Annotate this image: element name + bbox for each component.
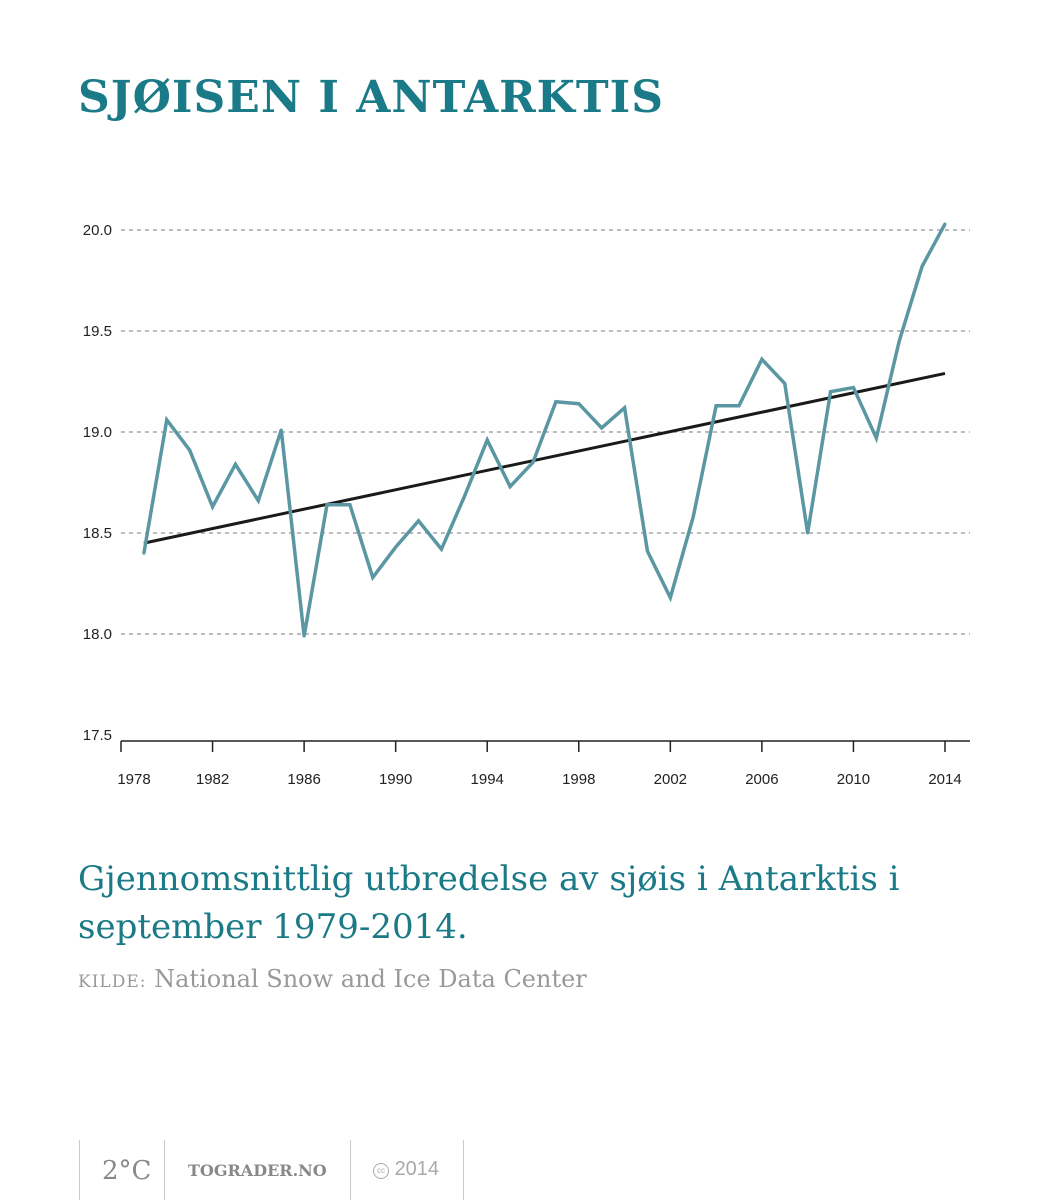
x-tick-label: 2014	[928, 771, 961, 788]
data-point	[645, 549, 649, 553]
data-point	[691, 515, 695, 519]
data-point	[371, 575, 375, 579]
x-tick-label: 1990	[379, 771, 412, 788]
site-link[interactable]: TOGRADER.NO	[188, 1161, 327, 1180]
data-point	[211, 505, 215, 509]
data-point	[508, 485, 512, 489]
data-point	[943, 222, 947, 226]
data-point	[165, 418, 169, 422]
x-tick-label: 2002	[654, 771, 687, 788]
y-tick-label: 19.0	[83, 424, 112, 441]
footer-divider	[350, 1140, 351, 1200]
data-point	[325, 503, 329, 507]
data-point	[806, 531, 810, 535]
data-point	[279, 428, 283, 432]
footer-divider	[164, 1140, 165, 1200]
chart-title: SJØISEN I ANTARKTIS	[78, 72, 664, 123]
source-text: National Snow and Ice Data Center	[154, 965, 587, 993]
data-point	[577, 402, 581, 406]
data-point	[142, 551, 146, 555]
copyright-year: 2014	[394, 1158, 440, 1180]
data-point	[394, 545, 398, 549]
data-point	[623, 406, 627, 410]
footer-divider	[79, 1140, 80, 1200]
data-point	[600, 426, 604, 430]
data-point	[439, 547, 443, 551]
x-tick-label: 1982	[196, 771, 229, 788]
data-point	[874, 436, 878, 440]
y-tick-label: 20.0	[83, 222, 112, 239]
data-point	[737, 404, 741, 408]
y-tick-label: 17.5	[83, 727, 112, 744]
data-point	[348, 503, 352, 507]
x-tick-label: 1986	[287, 771, 320, 788]
data-point	[783, 382, 787, 386]
x-tick-label: 2006	[745, 771, 778, 788]
data-point	[554, 400, 558, 404]
y-tick-label: 18.5	[83, 525, 112, 542]
x-tick-label: 1994	[471, 771, 504, 788]
data-point	[531, 460, 535, 464]
data-point	[417, 519, 421, 523]
trend-line	[143, 371, 946, 545]
data-point	[714, 404, 718, 408]
y-tick-label: 19.5	[83, 323, 112, 340]
footer-divider	[463, 1140, 464, 1200]
data-point	[668, 596, 672, 600]
data-point	[829, 390, 833, 394]
data-point	[462, 495, 466, 499]
cc-icon: cc	[373, 1163, 389, 1179]
data-point	[760, 357, 764, 361]
data-point	[485, 438, 489, 442]
line-chart: 17.5 18.0 18.5 19.0 19.5 20.0 1978 1982 1986 1990…	[83, 222, 970, 788]
data-point	[897, 339, 901, 343]
source-label: KILDE:	[78, 972, 147, 992]
sea-ice-series-line	[142, 223, 947, 637]
source-line: KILDE: National Snow and Ice Data Center	[78, 965, 587, 993]
x-tick-label: 1978	[117, 771, 150, 788]
chart-subtitle: Gjennomsnittlig utbredelse av sjøis i An…	[78, 859, 900, 947]
copyright: cc 2014	[373, 1158, 439, 1181]
data-point	[188, 448, 192, 452]
data-point	[233, 462, 237, 466]
data-point	[920, 264, 924, 268]
data-point	[302, 634, 306, 638]
x-tick-label: 2010	[837, 771, 870, 788]
data-point	[256, 499, 260, 503]
logo-2c: 2°C	[102, 1156, 152, 1186]
y-tick-label: 18.0	[83, 626, 112, 643]
data-point	[851, 386, 855, 390]
x-tick-label: 1998	[562, 771, 595, 788]
